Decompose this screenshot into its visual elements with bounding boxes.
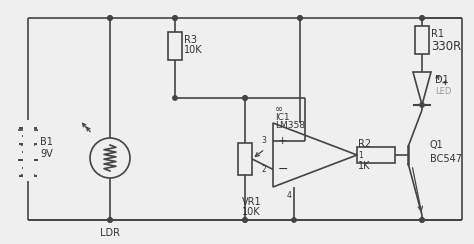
Circle shape	[420, 103, 424, 107]
Circle shape	[298, 16, 302, 20]
Circle shape	[420, 218, 424, 222]
Text: 4: 4	[287, 191, 292, 200]
Circle shape	[108, 16, 112, 20]
Text: 10K: 10K	[242, 207, 261, 217]
Text: 1: 1	[358, 151, 363, 160]
Bar	[415, 26, 429, 54]
Text: LM358: LM358	[275, 121, 305, 130]
Text: 10K: 10K	[184, 45, 202, 55]
Text: LED: LED	[435, 87, 451, 95]
Bar	[357, 147, 395, 163]
Bar	[168, 32, 182, 60]
Text: R1: R1	[431, 29, 444, 39]
Text: R3: R3	[184, 35, 197, 45]
Text: Q1: Q1	[430, 140, 444, 150]
Text: 9V: 9V	[40, 149, 53, 159]
Text: IC1: IC1	[275, 112, 290, 122]
Circle shape	[173, 16, 177, 20]
Text: +: +	[278, 136, 287, 146]
Text: 1K: 1K	[358, 161, 371, 171]
Text: −: −	[278, 163, 289, 176]
Circle shape	[243, 96, 247, 100]
Circle shape	[173, 96, 177, 100]
Text: BC547: BC547	[430, 154, 462, 164]
Circle shape	[298, 16, 302, 20]
Circle shape	[420, 16, 424, 20]
Circle shape	[243, 96, 247, 100]
Circle shape	[108, 16, 112, 20]
Circle shape	[420, 218, 424, 222]
Text: VR1: VR1	[242, 197, 262, 207]
Text: LDR: LDR	[100, 228, 120, 238]
Circle shape	[173, 16, 177, 20]
Circle shape	[243, 218, 247, 222]
Text: 3: 3	[261, 136, 266, 145]
Text: B1: B1	[40, 137, 53, 147]
Circle shape	[108, 218, 112, 222]
Text: 2: 2	[261, 165, 266, 174]
Bar	[238, 143, 252, 175]
Text: ∞: ∞	[275, 104, 283, 114]
Text: R2: R2	[358, 139, 371, 149]
Text: 330R: 330R	[431, 40, 461, 52]
Circle shape	[243, 218, 247, 222]
Text: D1: D1	[435, 75, 449, 85]
Circle shape	[292, 218, 296, 222]
Circle shape	[420, 16, 424, 20]
Circle shape	[108, 218, 112, 222]
